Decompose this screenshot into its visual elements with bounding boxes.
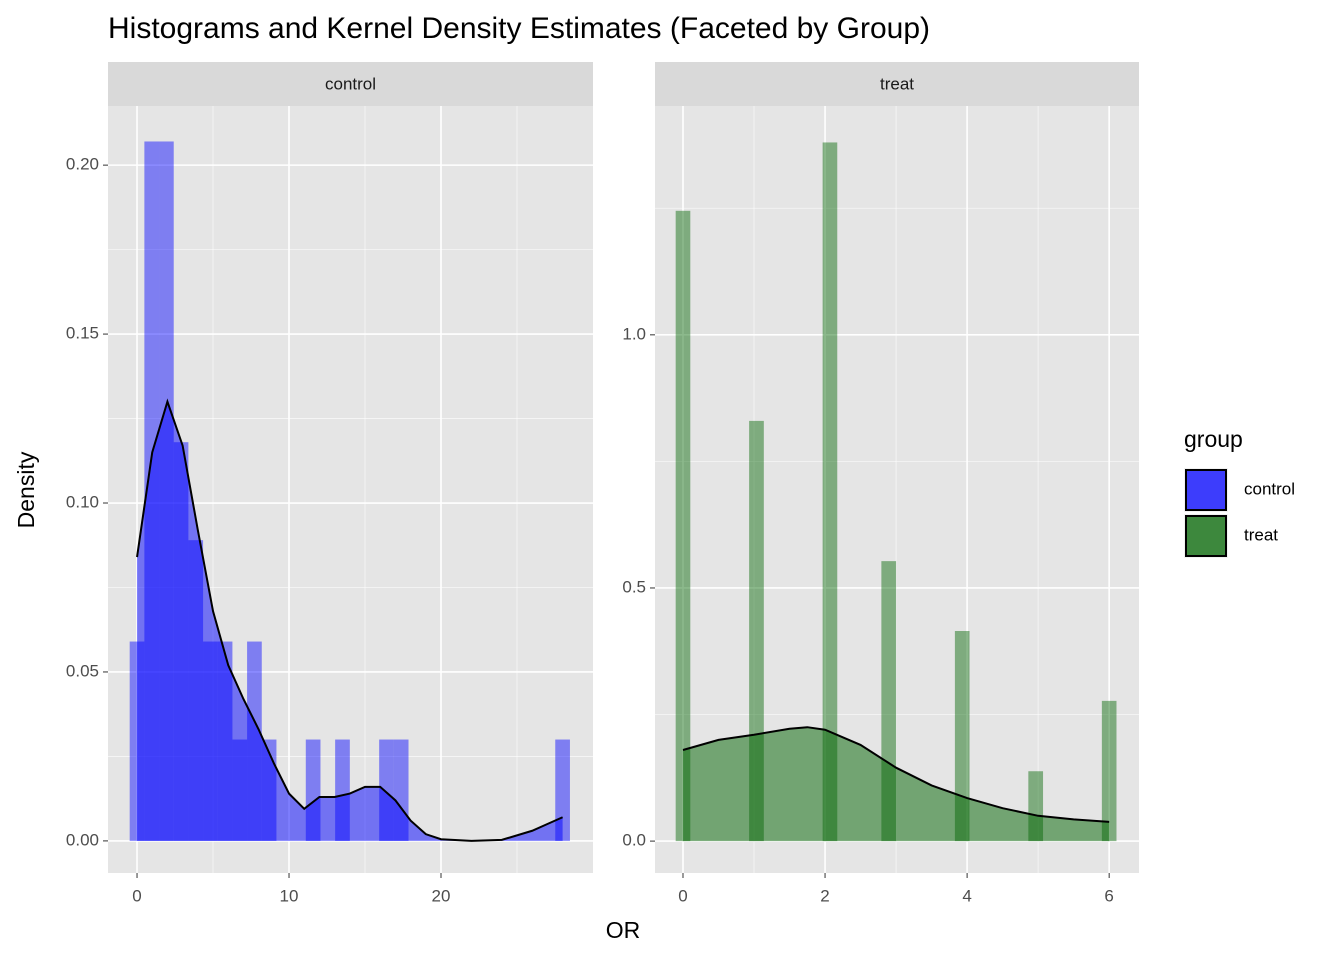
histogram-bar [954, 631, 970, 842]
y-tick-label: 0.05 [66, 661, 99, 680]
legend-key [1185, 515, 1227, 557]
chart-title: Histograms and Kernel Density Estimates … [108, 12, 930, 45]
y-tick-label: 0.15 [66, 324, 99, 343]
x-tick-label: 10 [280, 886, 299, 905]
strip-background [655, 62, 1139, 106]
x-axis-label: OR [606, 917, 641, 943]
strip-label: treat [880, 74, 914, 93]
density-line [136, 398, 564, 842]
legend-label: control [1244, 479, 1295, 498]
y-tick-label: 0.0 [622, 831, 646, 850]
y-tick-label: 1.0 [622, 324, 646, 343]
y-tick-label: 0.20 [66, 155, 99, 174]
y-tick-label: 0.5 [622, 577, 646, 596]
y-axis-label: Density [13, 451, 39, 528]
legend-key [1185, 469, 1227, 511]
histogram-bar [675, 210, 691, 842]
histogram-bar [1101, 700, 1117, 842]
y-tick-label: 0.10 [66, 492, 99, 511]
histogram-bar [822, 142, 838, 842]
y-tick-label: 0.00 [66, 830, 99, 849]
x-tick-label: 0 [132, 886, 141, 905]
histogram-bar [555, 739, 570, 841]
legend-title: group [1184, 426, 1243, 452]
strip-background [108, 62, 593, 106]
legend-label: treat [1244, 525, 1278, 544]
density-line [682, 726, 1110, 823]
density-area [137, 401, 563, 841]
strip-label: control [325, 74, 376, 93]
x-tick-label: 6 [1104, 886, 1113, 905]
x-tick-label: 0 [678, 886, 687, 905]
x-tick-label: 20 [432, 886, 451, 905]
density-area [682, 727, 1110, 842]
x-tick-label: 4 [962, 886, 971, 905]
x-tick-label: 2 [820, 886, 829, 905]
